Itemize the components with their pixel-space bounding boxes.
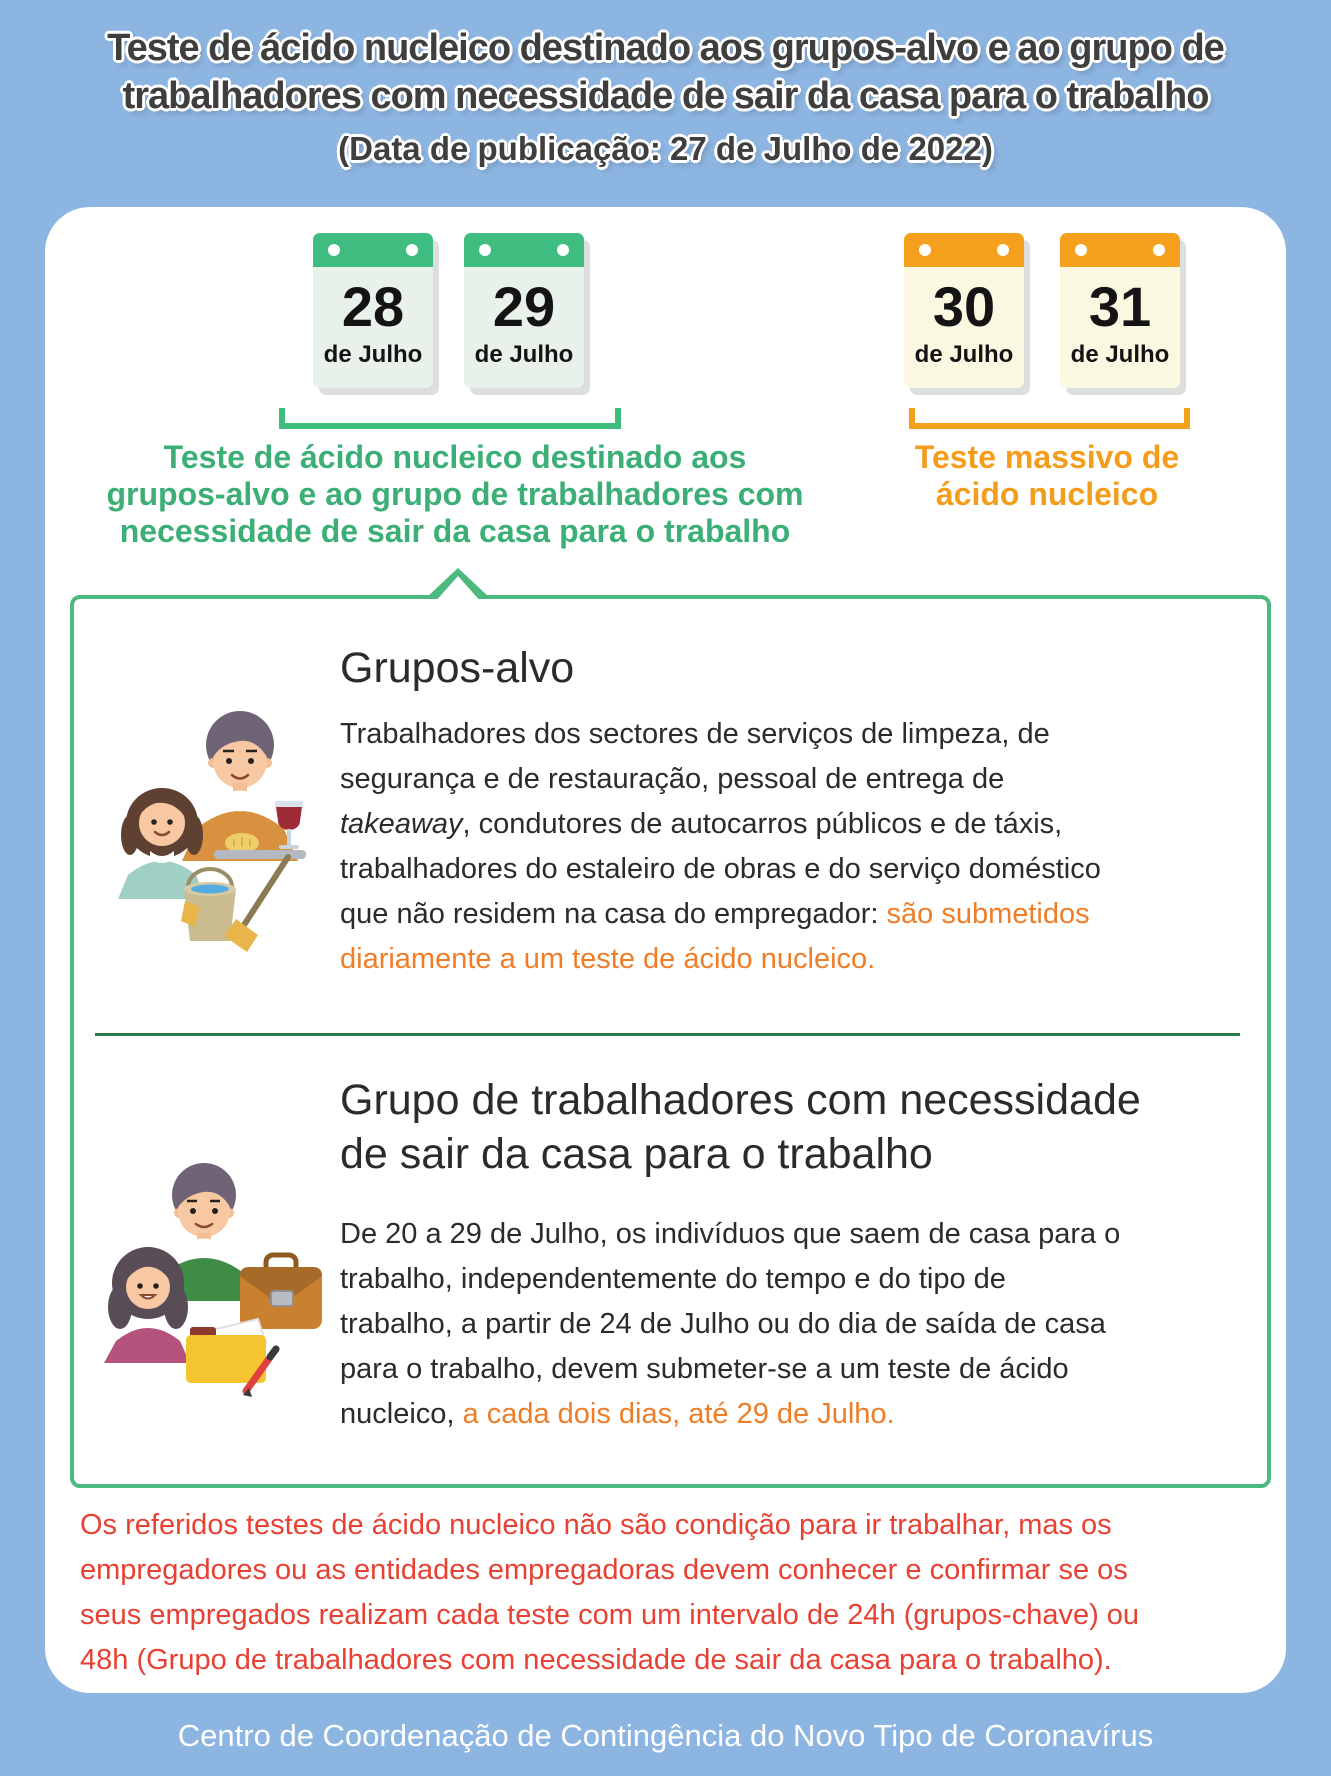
calendar-day: 30 — [932, 275, 996, 338]
details-box — [70, 595, 1271, 1488]
bracket-orange — [909, 408, 1190, 429]
section-divider — [95, 1033, 1240, 1036]
calendar-leaf-jul29: 29 de Julho — [464, 233, 584, 388]
title-line-1: Teste de ácido nucleico destinado aos gr… — [107, 27, 1225, 69]
calendar-ring-hole-icon — [919, 244, 931, 256]
green-calendar-caption: Teste de ácido nucleico destinado aos gr… — [75, 439, 835, 550]
calendar-month: de Julho — [1070, 341, 1170, 368]
workers-group-paragraph: De 20 a 29 de Julho, os indivíduos que s… — [340, 1212, 1125, 1437]
heading-line: de sair da casa para o trabalho — [340, 1130, 933, 1178]
calendar-header — [1060, 233, 1180, 267]
calendar-ring-hole-icon — [1075, 244, 1087, 256]
bubble-pointer-icon — [434, 576, 482, 603]
bracket-green — [279, 408, 621, 429]
paragraph-italic-text: takeaway — [340, 808, 463, 840]
calendar-ring-hole-icon — [406, 244, 418, 256]
target-groups-paragraph: Trabalhadores dos sectores de serviços d… — [340, 712, 1120, 982]
calendar-ring-hole-icon — [997, 244, 1009, 256]
calendar-header — [464, 233, 584, 267]
content-card: 28 de Julho 29 de Julho 30 de Julho — [45, 207, 1286, 1693]
title-line-2: trabalhadores com necessidade de sair da… — [122, 75, 1210, 117]
heading-line: Grupo de trabalhadores com necessidade — [340, 1076, 1141, 1124]
workers-group-heading: Grupo de trabalhadores com necessidade d… — [340, 1073, 1141, 1181]
calendar-header — [313, 233, 433, 267]
paragraph-text: De 20 a 29 de Julho, os indivíduos que s… — [340, 1218, 1121, 1430]
calendar-day: 28 — [341, 275, 405, 338]
caption-line: ácido nucleico — [935, 476, 1159, 512]
caption-line: Teste massivo de — [914, 439, 1180, 475]
calendar-leaf-jul28: 28 de Julho — [313, 233, 433, 388]
paragraph-text: , condutores de autocarros públicos e de… — [340, 808, 1101, 930]
calendar-ring-hole-icon — [479, 244, 491, 256]
notice-line: empregadores ou as entidades empregadora… — [80, 1554, 1128, 1586]
paragraph-highlight-text: a cada dois dias, até 29 de Julho. — [462, 1398, 895, 1430]
calendar-leaf-jul30: 30 de Julho — [904, 233, 1024, 388]
footer-organization: Centro de Coordenação de Contingência do… — [177, 1718, 1154, 1753]
caption-line: necessidade de sair da casa para o traba… — [119, 513, 791, 549]
calendar-header — [904, 233, 1024, 267]
notice-line: 48h (Grupo de trabalhadores com necessid… — [80, 1644, 1112, 1676]
notice-line: seus empregados realizam cada teste com … — [80, 1599, 1140, 1631]
calendar-ring-hole-icon — [1153, 244, 1165, 256]
calendar-day: 29 — [492, 275, 556, 338]
calendar-ring-hole-icon — [557, 244, 569, 256]
page-title: Teste de ácido nucleico destinado aos gr… — [0, 24, 1331, 168]
target-groups-heading: Grupos-alvo — [340, 644, 575, 692]
notice-line: Os referidos testes de ácido nucleico nã… — [80, 1509, 1112, 1541]
calendar-leaf-jul31: 31 de Julho — [1060, 233, 1180, 388]
calendar-month: de Julho — [914, 341, 1014, 368]
calendar-month: de Julho — [474, 341, 574, 368]
paragraph-highlight-text: são submetidos diariamente a um teste de… — [340, 898, 1090, 975]
cleaning-restaurant-workers-illustration — [118, 711, 306, 952]
calendar-ring-hole-icon — [328, 244, 340, 256]
orange-calendar-caption: Teste massivo de ácido nucleico — [867, 439, 1227, 513]
calendar-month: de Julho — [323, 341, 423, 368]
paragraph-text: Trabalhadores dos sectores de serviços d… — [340, 718, 1050, 795]
employer-notice: Os referidos testes de ácido nucleico nã… — [80, 1503, 1245, 1683]
calendar-day: 31 — [1088, 275, 1152, 338]
publication-date: (Data de publicação: 27 de Julho de 2022… — [338, 130, 993, 167]
caption-line: Teste de ácido nucleico destinado aos — [163, 439, 747, 475]
office-workers-illustration — [104, 1163, 322, 1397]
caption-line: grupos-alvo e ao grupo de trabalhadores … — [106, 476, 804, 512]
